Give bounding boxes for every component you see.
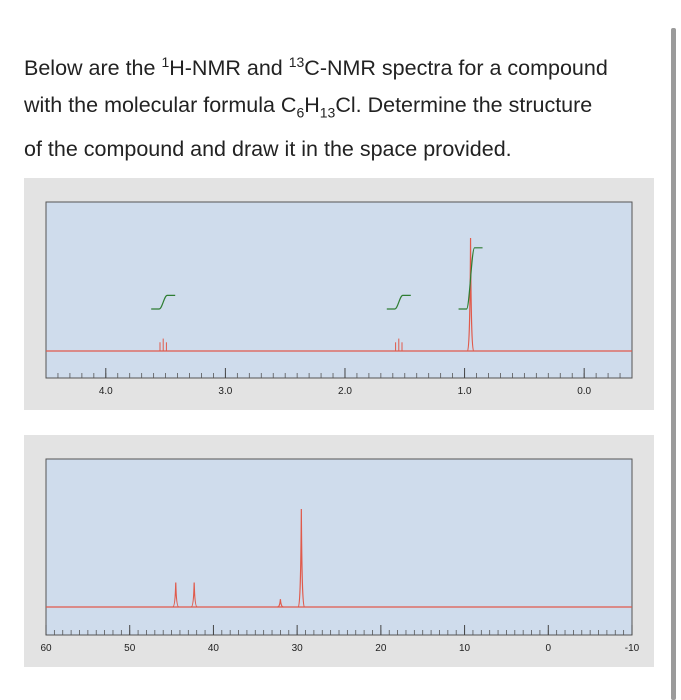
peak xyxy=(277,599,284,608)
tick-label: 4.0 xyxy=(99,386,113,397)
c-nmr-chart: 60 50 40 30 20 10 0 -10 xyxy=(40,458,640,654)
tick-label: 3.0 xyxy=(218,386,232,397)
peak xyxy=(466,237,475,352)
peak xyxy=(172,582,180,608)
h-nmr-chart: 4.0 3.0 2.0 1.0 0.0 xyxy=(45,201,633,397)
question-line-1: Below are the 1H-NMR and 13C-NMR spectra… xyxy=(24,54,608,81)
question-line-3: of the compound and draw it in the space… xyxy=(24,137,512,162)
tick-label: 30 xyxy=(292,643,304,654)
plot-area xyxy=(45,201,633,379)
question-text: Below are the 1H-NMR and 13C-NMR spectra… xyxy=(24,44,654,168)
peak xyxy=(297,508,305,608)
scrollbar[interactable] xyxy=(671,28,676,700)
tick-label: 2.0 xyxy=(338,386,352,397)
c-nmr-panel: 60 50 40 30 20 10 0 -10 xyxy=(24,435,654,667)
tick-label: 20 xyxy=(375,643,387,654)
integral-curve xyxy=(151,294,176,310)
tick-label: 40 xyxy=(208,643,220,654)
tick-label: 60 xyxy=(40,643,52,654)
integral-curve xyxy=(458,247,483,310)
peak xyxy=(190,582,198,608)
tick-label: 1.0 xyxy=(458,386,472,397)
question-line-2: with the molecular formula C6H13Cl. Dete… xyxy=(24,93,593,121)
integral-curve xyxy=(386,294,411,310)
h-nmr-panel: 4.0 3.0 2.0 1.0 0.0 xyxy=(24,178,654,410)
tick-label: -10 xyxy=(625,643,640,654)
tick-label: 50 xyxy=(124,643,136,654)
tick-label: 0 xyxy=(546,643,552,654)
plot-area xyxy=(45,458,633,636)
tick-label: 0.0 xyxy=(577,386,591,397)
tick-label: 10 xyxy=(459,643,471,654)
